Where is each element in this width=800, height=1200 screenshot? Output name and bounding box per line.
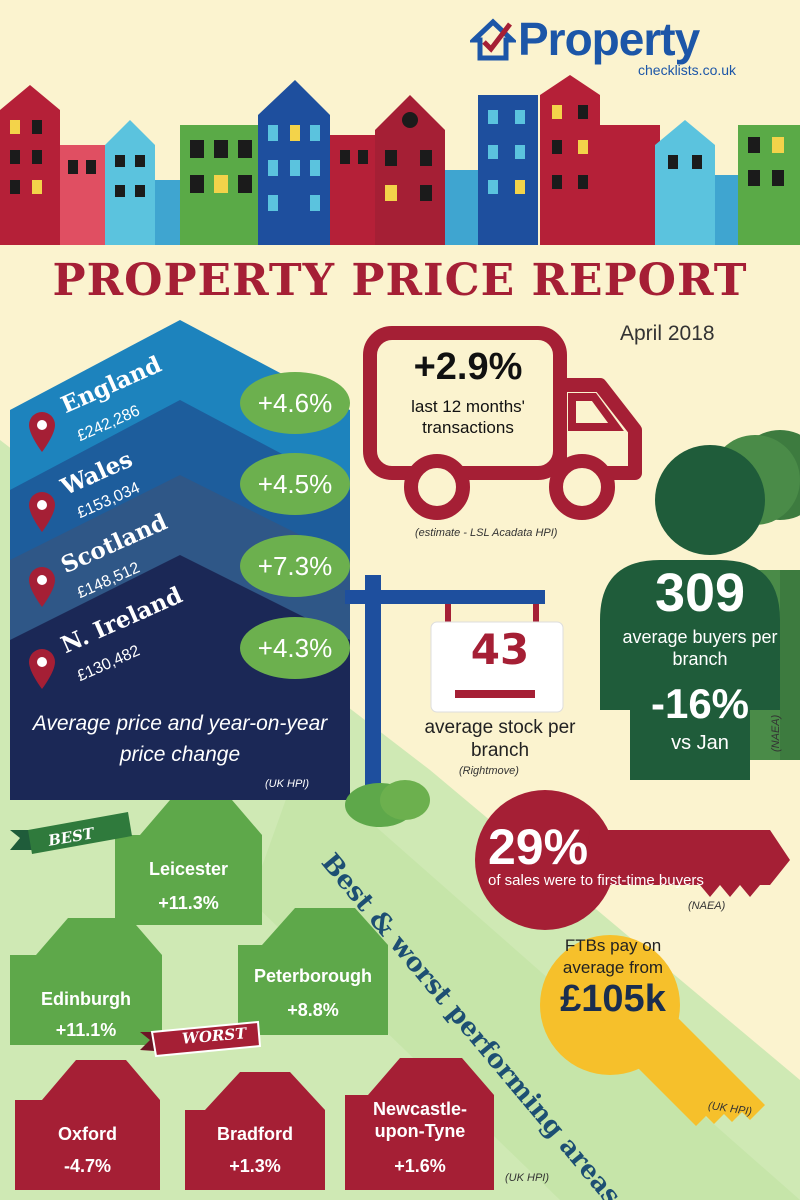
region-change-wales: +4.5%: [240, 453, 350, 515]
area-name-edinburgh: Edinburgh: [41, 989, 131, 1009]
stock-label: average stock per branch: [424, 717, 576, 761]
transactions-source: (estimate - LSL Acadata HPI): [415, 527, 558, 539]
buyers-compare: vs Jan: [671, 732, 729, 754]
buyers-body: [600, 560, 780, 780]
area-change-oxford: -4.7%: [63, 1156, 112, 1176]
area-change-bradford: +1.3%: [229, 1156, 281, 1176]
logo-subtitle: checklists.co.uk: [638, 62, 737, 78]
house-peterborough: [238, 908, 388, 1035]
page-title: PROPERTY PRICE REPORT: [52, 255, 748, 306]
buyers-change: -16%: [650, 680, 750, 727]
location-pin-icon: [29, 567, 55, 607]
region-arrow-nireland: [10, 555, 350, 800]
region-change-nireland: +4.3%: [240, 617, 350, 679]
location-pin-icon: [29, 492, 55, 532]
first-time-label: of sales were to first-time buyers: [488, 872, 704, 889]
ftb-pay-label: FTBs pay on average from: [562, 936, 664, 977]
transactions-label: last 12 months' transactions: [411, 397, 525, 437]
area-name-bradford: Bradford: [217, 1124, 293, 1144]
buyers-value: 309: [654, 563, 746, 623]
house-edinburgh: [10, 918, 162, 1045]
area-name-oxford: Oxford: [57, 1124, 117, 1144]
logo-wordmark: Property: [518, 13, 700, 65]
region-change-england: +4.6%: [240, 372, 350, 434]
key-icons: [475, 790, 790, 1126]
area-change-peterborough: +8.8%: [287, 1000, 339, 1020]
ftb-pay-value: £105k: [560, 978, 666, 1020]
buyers-label: average buyers per branch: [622, 627, 778, 669]
skyline-illustration: [0, 75, 800, 245]
regions-caption: Average price and year-on-year price cha…: [32, 712, 328, 766]
stock-value: 43: [470, 625, 530, 674]
area-name-newcastle: Newcastle-upon-Tyne: [372, 1099, 468, 1141]
first-time-value: 29%: [488, 819, 589, 875]
stock-source: (Rightmove): [459, 765, 519, 777]
area-name-leicester: Leicester: [148, 859, 229, 879]
for-sale-sign-icon: [345, 575, 564, 827]
location-pin-icon: [29, 649, 55, 689]
brand-logo[interactable]: Property checklists.co.uk: [470, 10, 790, 85]
transactions-value: +2.9%: [413, 346, 523, 388]
house-oxford: [15, 1060, 160, 1190]
area-change-newcastle: +1.6%: [394, 1156, 446, 1176]
area-change-edinburgh: +11.1%: [55, 1020, 117, 1040]
report-date: April 2018: [620, 322, 715, 345]
region-change-scotland: +7.3%: [240, 535, 350, 597]
truck-icon: [363, 326, 642, 520]
house-check-icon: [470, 18, 516, 61]
areas-source: (UK HPI): [505, 1172, 549, 1184]
house-bradford: [185, 1072, 325, 1190]
house-leicester: [115, 800, 262, 925]
location-pins: [29, 412, 55, 689]
area-change-leicester: +11.3%: [158, 893, 219, 913]
house-newcastle: [345, 1058, 494, 1190]
location-pin-icon: [29, 412, 55, 452]
first-time-source: (NAEA): [688, 900, 726, 912]
regions-source: (UK HPI): [265, 778, 309, 790]
area-name-peterborough: Peterborough: [253, 966, 372, 986]
area-houses: [10, 800, 494, 1190]
buyers-source: (NAEA): [770, 714, 782, 752]
